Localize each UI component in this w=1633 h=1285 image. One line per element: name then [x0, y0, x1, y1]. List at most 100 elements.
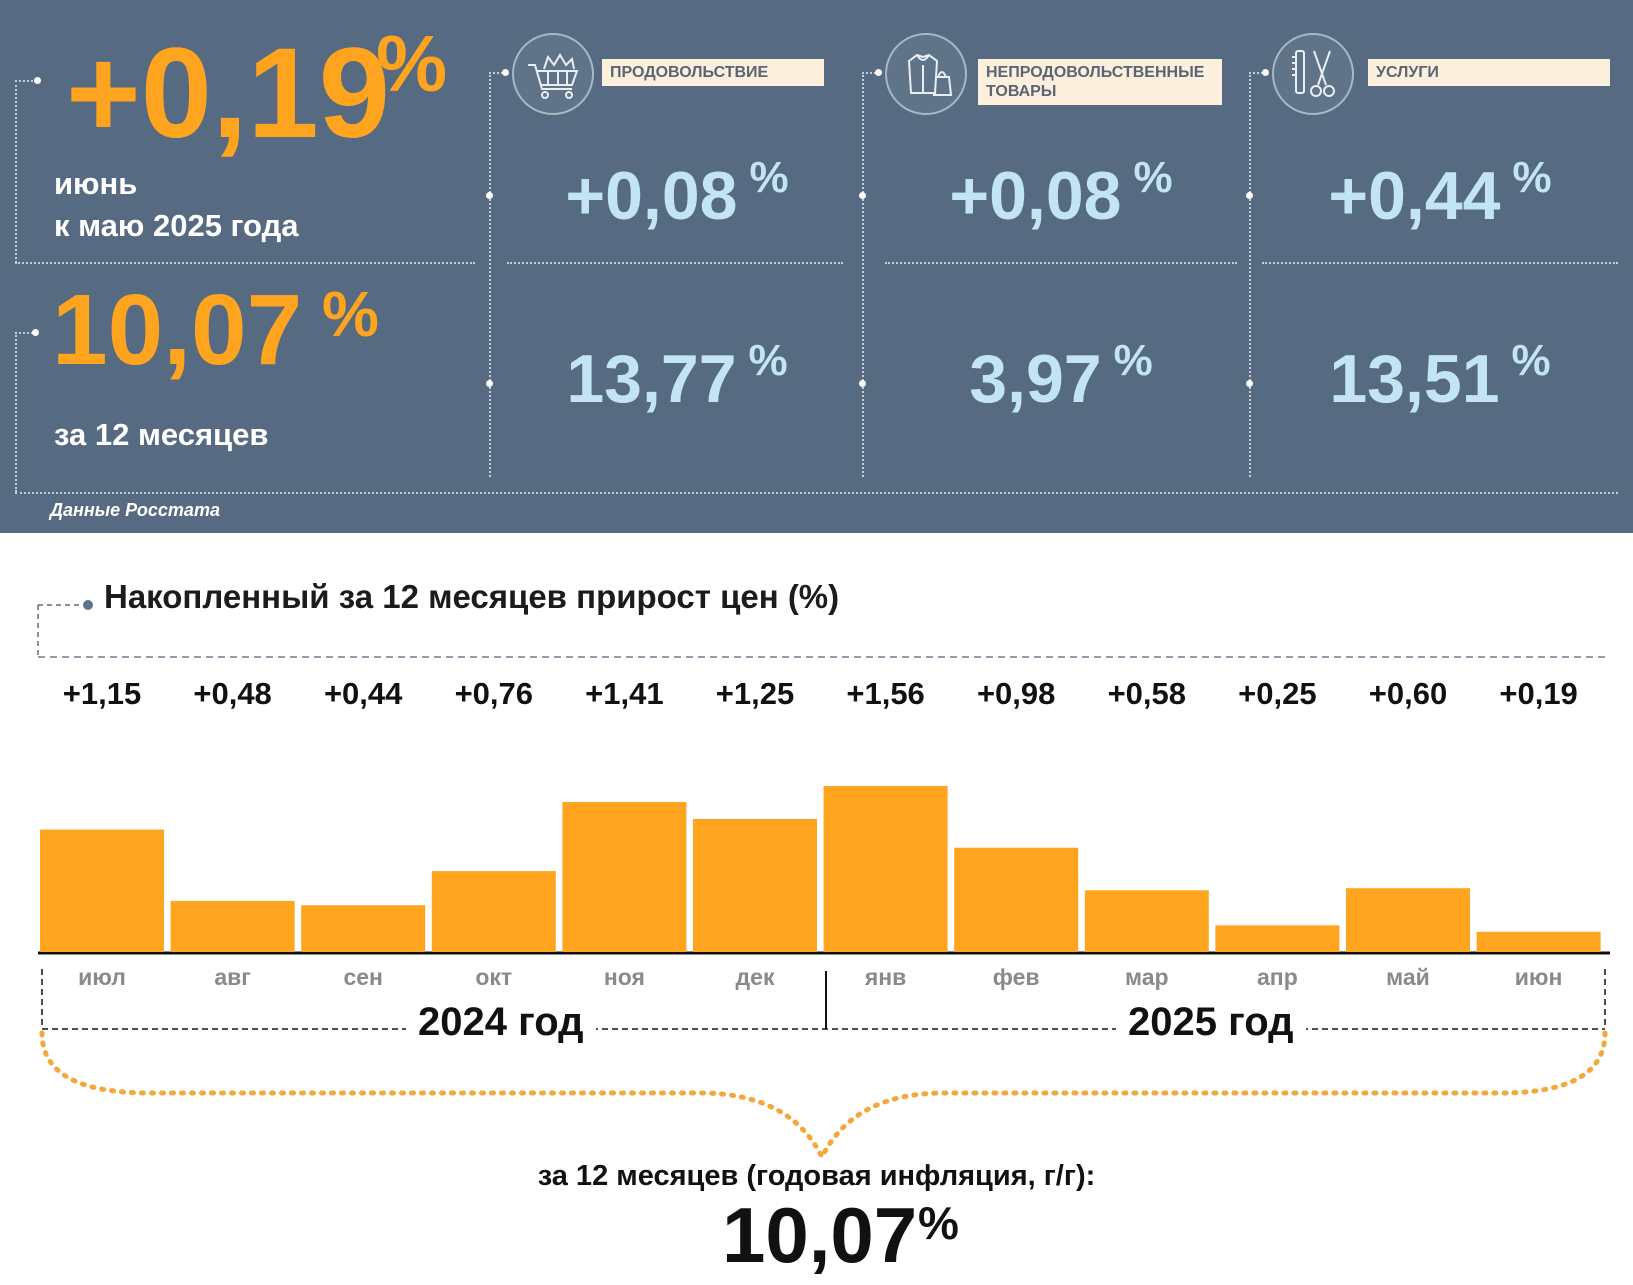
month-label: дек	[735, 964, 775, 990]
bar-value-label: +0,25	[1238, 676, 1317, 711]
services-monthly-number: +0,44	[1328, 158, 1501, 234]
bar-янв	[823, 786, 948, 952]
nonfood-label-line2: ТОВАРЫ	[986, 83, 1057, 100]
services-annual-number: 13,51	[1329, 341, 1500, 417]
month-label: ноя	[603, 964, 645, 990]
bar-апр	[1215, 925, 1340, 952]
shopping-cart-icon	[512, 33, 594, 115]
bar-value-label: +0,60	[1368, 676, 1448, 711]
bar-chart	[40, 786, 1601, 952]
bar-июн	[1476, 931, 1601, 952]
bar-фев	[954, 847, 1079, 952]
bar-value-label: +1,25	[715, 676, 795, 711]
month-label: июл	[78, 964, 126, 990]
bar-value-label: +1,56	[846, 676, 925, 711]
frame-line	[1262, 262, 1618, 264]
category-label-nonfood: НЕПРОДОВОЛЬСТВЕННЫЕ ТОВАРЫ	[978, 59, 1222, 105]
connector-dot	[502, 69, 509, 76]
month-label: апр	[1257, 964, 1298, 990]
connector-dot	[1262, 69, 1269, 76]
bar-value-label: +1,41	[585, 676, 664, 711]
annual-inflation-unit: %	[918, 1197, 959, 1249]
nonfood-annual-unit: %	[1113, 336, 1153, 385]
frame-line	[15, 332, 17, 492]
frame-line	[15, 332, 37, 334]
clothing-bag-icon	[885, 33, 967, 115]
frame-line	[1249, 72, 1263, 74]
nonfood-label-line1: НЕПРОДОВОЛЬСТВЕННЫЕ	[986, 64, 1205, 81]
connector-dot	[34, 77, 41, 84]
bar-value-label: +0,98	[976, 676, 1056, 711]
services-monthly-value: +0,44%	[1262, 156, 1618, 231]
year-label-2025: 2025 год	[1116, 1000, 1306, 1045]
bar-сен	[301, 905, 426, 952]
source-note: Данные Росстата	[50, 500, 220, 520]
nonfood-annual-number: 3,97	[969, 341, 1102, 417]
annual-inflation-caption: за 12 месяцев (годовая инфляция, г/г):	[537, 1160, 1096, 1192]
annual-caption: за 12 месяцев	[54, 417, 269, 452]
services-annual-unit: %	[1511, 336, 1551, 385]
food-monthly-unit: %	[749, 153, 789, 202]
annual-cpi-value: 10,07	[52, 274, 303, 386]
food-annual-number: 13,77	[566, 341, 737, 417]
chart-decorations	[37, 600, 1610, 1163]
bar-авг	[170, 900, 295, 952]
monthly-caption-month: июнь	[54, 166, 138, 201]
bar-value-label: +0,44	[323, 676, 403, 711]
column-divider	[1249, 72, 1251, 477]
category-label-services: УСЛУГИ	[1368, 59, 1610, 86]
summary-panel: +0,19 % июнь к маю 2025 года 10,07 % за …	[0, 0, 1633, 533]
annual-cpi-unit: %	[322, 278, 379, 350]
food-annual-unit: %	[748, 336, 788, 385]
category-label-food: ПРОДОВОЛЬСТВИЕ	[602, 59, 824, 86]
column-divider	[489, 72, 491, 477]
bar-value-label: +1,15	[62, 676, 142, 711]
food-annual-value: 13,77%	[507, 339, 847, 414]
annual-inflation-value: 10,07	[722, 1191, 918, 1279]
connector-dot	[875, 69, 882, 76]
connector-dot	[1246, 192, 1253, 199]
year-label-2024: 2024 год	[406, 1000, 596, 1045]
bar-июл	[40, 829, 164, 952]
column-divider	[862, 72, 864, 477]
month-label: сен	[343, 964, 383, 990]
frame-line	[15, 80, 17, 263]
frame-line	[15, 262, 475, 264]
chart-title: Накопленный за 12 месяцев прирост цен (%…	[104, 578, 840, 615]
bar-май	[1346, 888, 1470, 952]
bar-value-label: +0,58	[1107, 676, 1187, 711]
monthly-cpi-unit: %	[376, 19, 448, 108]
services-annual-value: 13,51%	[1262, 339, 1618, 414]
month-label: июн	[1514, 964, 1563, 990]
month-label: май	[1386, 964, 1430, 990]
nonfood-monthly-unit: %	[1133, 153, 1173, 202]
bar-ноя	[562, 802, 687, 952]
bar-value-label: +0,48	[193, 676, 272, 711]
bar-окт	[431, 871, 556, 952]
bar-мар	[1084, 890, 1209, 952]
connector-dot	[486, 192, 493, 199]
monthly-caption-period: к маю 2025 года	[54, 207, 299, 243]
connector-dot	[32, 329, 39, 336]
monthly-cpi-value: +0,19	[66, 22, 390, 165]
month-label: мар	[1125, 964, 1169, 990]
connector-dot	[859, 192, 866, 199]
bar-дек	[693, 819, 817, 952]
frame-line	[15, 80, 37, 82]
services-monthly-unit: %	[1512, 153, 1552, 202]
month-label: авг	[214, 964, 251, 990]
bar-value-label: +0,76	[454, 676, 534, 711]
month-label: фев	[992, 964, 1040, 990]
connector-dot	[859, 380, 866, 387]
frame-line	[862, 72, 876, 74]
frame-line	[885, 262, 1237, 264]
nonfood-monthly-value: +0,08%	[885, 156, 1237, 231]
month-label: окт	[475, 964, 513, 990]
frame-line	[507, 262, 843, 264]
monthly-caption: июнь к маю 2025 года	[54, 163, 299, 247]
connector-dot	[486, 380, 493, 387]
nonfood-monthly-number: +0,08	[949, 158, 1122, 234]
food-monthly-number: +0,08	[565, 158, 738, 234]
comb-scissors-icon	[1272, 33, 1354, 115]
nonfood-annual-value: 3,97%	[885, 339, 1237, 414]
